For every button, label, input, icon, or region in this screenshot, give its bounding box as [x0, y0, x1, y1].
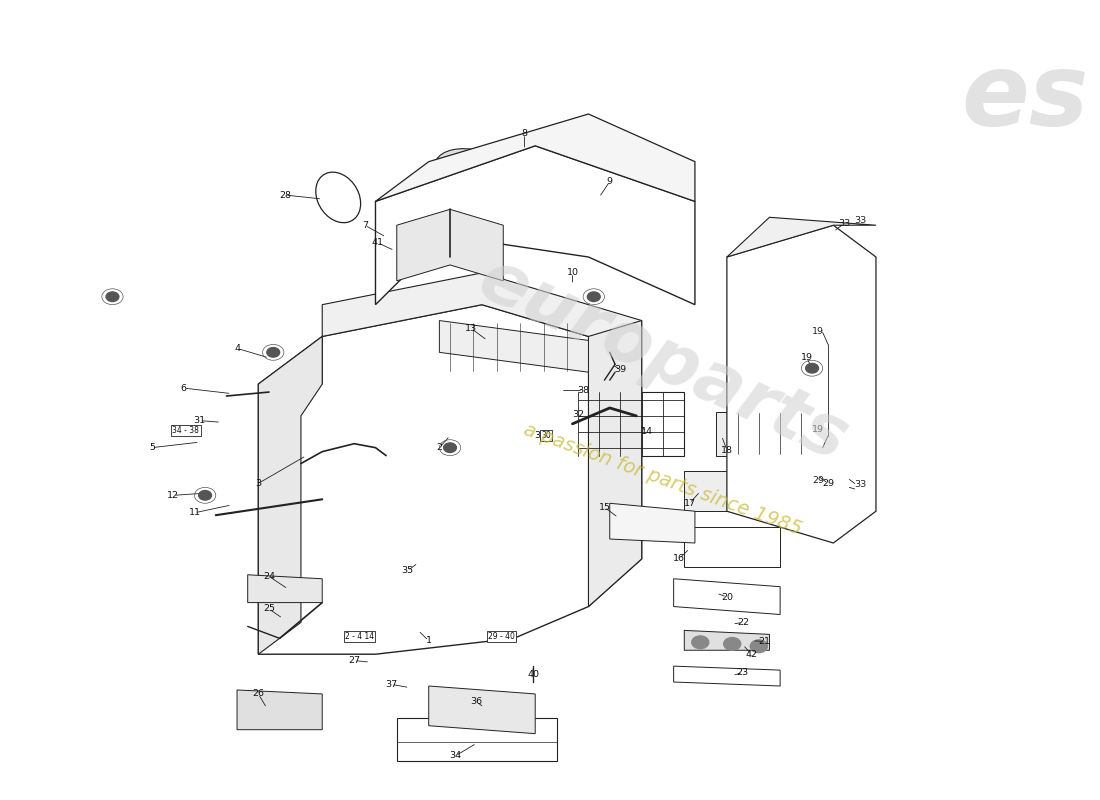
Text: 21: 21 — [758, 637, 770, 646]
Polygon shape — [609, 503, 695, 543]
Ellipse shape — [316, 172, 361, 222]
Text: 20: 20 — [720, 593, 733, 602]
Circle shape — [106, 292, 119, 302]
Text: 5: 5 — [148, 443, 155, 452]
Polygon shape — [429, 686, 536, 734]
Text: 10: 10 — [566, 268, 579, 278]
Text: es: es — [961, 50, 1089, 146]
Polygon shape — [375, 114, 695, 202]
Text: 33: 33 — [838, 219, 850, 228]
Text: 33: 33 — [855, 216, 867, 225]
Polygon shape — [258, 305, 641, 654]
Circle shape — [692, 636, 708, 649]
Text: 18: 18 — [720, 446, 733, 454]
Text: 11: 11 — [188, 508, 200, 518]
Polygon shape — [236, 690, 322, 730]
Circle shape — [805, 363, 818, 373]
Text: 9: 9 — [607, 177, 613, 186]
Text: 25: 25 — [263, 605, 275, 614]
Text: 16: 16 — [673, 554, 685, 563]
Text: 29: 29 — [812, 477, 824, 486]
Polygon shape — [727, 218, 876, 257]
Circle shape — [267, 347, 279, 357]
Text: 26: 26 — [252, 690, 264, 698]
Text: 4: 4 — [234, 344, 240, 353]
Polygon shape — [673, 578, 780, 614]
Bar — [684, 527, 780, 567]
Polygon shape — [673, 666, 780, 686]
Text: 19: 19 — [812, 327, 824, 336]
Text: 35: 35 — [402, 566, 414, 575]
Polygon shape — [397, 210, 504, 281]
Text: 15: 15 — [598, 502, 611, 512]
Text: 19: 19 — [812, 425, 824, 434]
Text: 8: 8 — [521, 130, 528, 138]
Text: 34 - 38: 34 - 38 — [173, 426, 199, 434]
Text: 24: 24 — [263, 572, 275, 581]
Ellipse shape — [547, 182, 609, 220]
Text: 37: 37 — [385, 680, 397, 689]
Text: 40: 40 — [527, 670, 539, 678]
Text: 30: 30 — [541, 431, 551, 440]
Circle shape — [199, 490, 211, 500]
Polygon shape — [258, 337, 322, 654]
Text: 36: 36 — [471, 698, 483, 706]
Text: 1: 1 — [426, 636, 431, 646]
Text: 23: 23 — [737, 668, 749, 677]
Circle shape — [587, 292, 601, 302]
Text: 29: 29 — [822, 479, 834, 488]
Text: 42: 42 — [746, 650, 758, 658]
Text: 7: 7 — [362, 221, 367, 230]
Text: 29 - 40: 29 - 40 — [487, 632, 515, 642]
Text: 13: 13 — [465, 324, 477, 333]
Text: 38: 38 — [578, 386, 590, 395]
Text: 33: 33 — [855, 480, 867, 490]
Bar — [578, 392, 684, 456]
Text: 41: 41 — [372, 238, 384, 247]
Bar — [716, 412, 812, 456]
Circle shape — [750, 640, 768, 653]
Text: 19: 19 — [801, 354, 813, 362]
Text: a passion for parts since 1985: a passion for parts since 1985 — [521, 420, 804, 538]
Text: 32: 32 — [572, 410, 584, 418]
Polygon shape — [439, 321, 588, 372]
Text: 3: 3 — [255, 479, 262, 488]
Text: 2: 2 — [437, 443, 442, 452]
Text: 2 - 4 14: 2 - 4 14 — [345, 632, 374, 642]
Polygon shape — [248, 574, 322, 602]
Text: 39: 39 — [614, 366, 627, 374]
Text: 22: 22 — [737, 618, 749, 627]
Bar — [536, 376, 583, 400]
Polygon shape — [397, 718, 557, 762]
Polygon shape — [375, 146, 695, 305]
Text: 14: 14 — [641, 427, 653, 436]
Text: 6: 6 — [180, 383, 187, 393]
Text: 34: 34 — [449, 751, 461, 761]
Text: 30: 30 — [535, 431, 547, 440]
Polygon shape — [727, 226, 876, 543]
Circle shape — [443, 443, 456, 453]
Text: 31: 31 — [194, 416, 206, 425]
Polygon shape — [684, 630, 770, 650]
Polygon shape — [588, 321, 641, 606]
Text: 27: 27 — [349, 656, 360, 665]
Bar — [684, 471, 780, 511]
Ellipse shape — [436, 149, 507, 190]
Text: 28: 28 — [279, 190, 292, 199]
Circle shape — [724, 638, 740, 650]
Text: 17: 17 — [683, 498, 695, 508]
Text: europarts: europarts — [468, 245, 858, 476]
Text: 12: 12 — [167, 491, 179, 500]
Polygon shape — [322, 273, 641, 384]
